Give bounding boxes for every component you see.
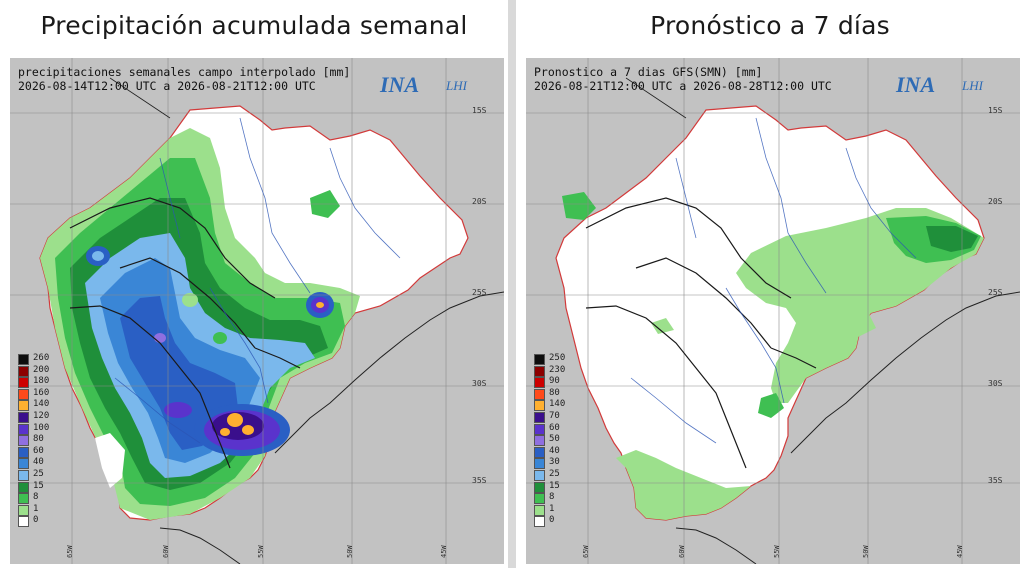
logo-lhi-text: LHI [962,78,983,93]
legend-swatch [18,469,29,481]
lat-label: 25S [988,288,1003,297]
forecast-map: Pronostico a 7 dias GFS(SMN) [mm] 2026-0… [526,58,1020,564]
legend-label: 260 [33,353,50,363]
lon-label: 65W [66,545,74,558]
legend-label: 40 [549,445,560,456]
map-header-line2: 2026-08-21T12:00 UTC a 2026-08-28T12:00 … [534,79,832,93]
legend-swatch [534,435,545,447]
legend-label: 1 [549,503,555,514]
legend-swatch [18,481,29,493]
legend-swatch [534,458,545,470]
legend-label: 0 [33,515,39,526]
legend-swatch [18,446,29,458]
lat-label: 30S [472,379,487,388]
legend-swatch [18,504,29,516]
legend-swatch [18,365,29,377]
legend-label: 70 [549,410,560,421]
legend-swatch [18,377,29,389]
lon-label: 60W [162,545,170,558]
panel-7day-forecast: Pronóstico a 7 días [516,0,1024,568]
legend-label: 230 [549,364,566,375]
lon-label: 55W [257,545,265,558]
lon-label: 45W [440,545,448,558]
lon-label: 50W [862,545,870,558]
legend-label: 80 [33,434,44,445]
logo-ina-text: INA [896,72,936,97]
legend-swatch [534,446,545,458]
logo-ina-text: INA [380,72,420,97]
lon-label: 45W [956,545,964,558]
precipitation-map: precipitaciones semanales campo interpol… [10,58,504,564]
legend-swatch [534,411,545,423]
lon-label: 60W [678,545,686,558]
legend-swatch [18,516,29,528]
legend-label: 80 [549,387,560,398]
legend-swatch [534,516,545,528]
legend-swatch [18,411,29,423]
legend-swatch [18,493,29,505]
legend-swatch [534,354,545,365]
lat-label: 35S [472,476,487,485]
legend-label: 0 [549,515,555,526]
lat-label: 35S [988,476,1003,485]
legend-label: 200 [33,364,50,375]
legend-swatch [18,435,29,447]
legend-label: 90 [549,376,560,387]
legend-swatch [534,469,545,481]
legend-swatch [18,400,29,412]
map-svg [10,58,504,564]
legend-label: 8 [549,492,555,503]
legend-swatch [534,377,545,389]
legend-label: 60 [33,445,44,456]
basin-area [555,105,985,521]
lat-label: 15S [988,106,1003,115]
legend-swatch [534,400,545,412]
legend-label: 140 [549,399,566,410]
lat-label: 20S [472,197,487,206]
panel-title: Pronóstico a 7 días [650,11,890,40]
legend-label: 140 [33,399,50,410]
map-header-line1: precipitaciones semanales campo interpol… [18,65,351,79]
map-svg [526,58,1020,564]
legend-swatch [18,458,29,470]
legend-label: 100 [33,422,50,433]
map-header-line2: 2026-08-14T12:00 UTC a 2026-08-21T12:00 … [18,79,316,93]
legend-swatch [18,354,29,365]
legend-label: 30 [549,457,560,468]
legend-label: 8 [33,492,39,503]
legend-label: 1 [33,503,39,514]
lat-label: 30S [988,379,1003,388]
ina-lhi-logo: INA LHI [896,72,1006,112]
legend-label: 25 [549,468,560,479]
map-header-line1: Pronostico a 7 dias GFS(SMN) [mm] [534,65,763,79]
legend-label: 60 [549,422,560,433]
legend-label: 50 [549,434,560,445]
lat-label: 15S [472,106,487,115]
legend-swatch [534,493,545,505]
legend-label: 250 [549,353,566,363]
legend-label: 15 [549,480,560,491]
legend-label: 160 [33,387,50,398]
logo-lhi-text: LHI [446,78,467,93]
panel-title: Precipitación acumulada semanal [40,11,468,40]
legend-swatch [534,365,545,377]
legend-label: 25 [33,468,44,479]
legend-swatch [18,423,29,435]
legend-label: 120 [33,410,50,421]
legend-swatch [534,388,545,400]
lon-label: 65W [582,545,590,558]
lon-label: 55W [773,545,781,558]
panel-weekly-precipitation: Precipitación acumulada semanal [0,0,508,568]
legend-label: 180 [33,376,50,387]
lat-label: 25S [472,288,487,297]
legend-swatch [534,504,545,516]
legend-swatch [534,423,545,435]
lat-label: 20S [988,197,1003,206]
legend-swatch [534,481,545,493]
lon-label: 50W [346,545,354,558]
legend-label: 40 [33,457,44,468]
legend-swatch [18,388,29,400]
ina-lhi-logo: INA LHI [380,72,490,112]
legend-label: 15 [33,480,44,491]
